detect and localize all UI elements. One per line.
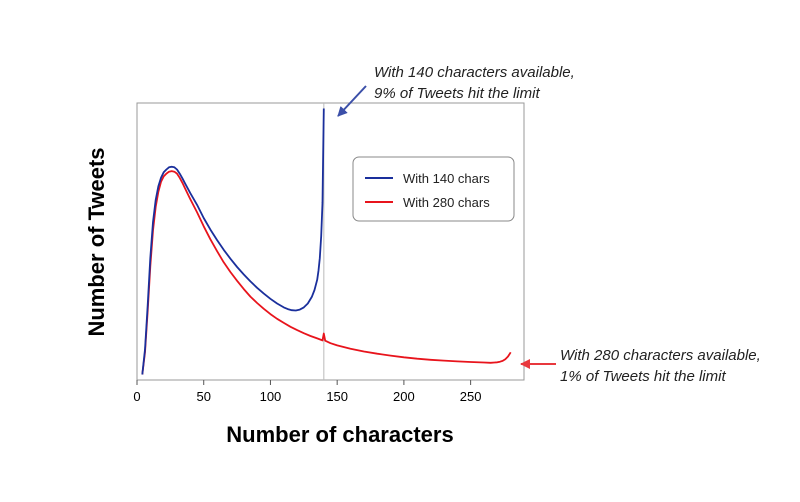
x-tick-label: 50: [196, 389, 210, 404]
y-axis-title: Number of Tweets: [84, 147, 109, 336]
annotation-140-line1: With 140 characters available,: [374, 64, 575, 81]
x-tick-label: 250: [460, 389, 482, 404]
series-line-140: [141, 108, 325, 375]
legend: With 140 chars With 280 chars: [352, 156, 515, 222]
series-line-280: [141, 170, 512, 375]
x-tick-label: 200: [393, 389, 415, 404]
legend-label-280: With 280 chars: [403, 195, 490, 210]
x-tick-label: 150: [326, 389, 348, 404]
x-tick-label: 0: [133, 389, 140, 404]
annotation-280-line1: With 280 characters available,: [560, 347, 761, 364]
x-axis-title: Number of characters: [226, 422, 453, 447]
plot-frame: [136, 102, 525, 381]
series-layer: [141, 108, 512, 375]
annotation-280-line2: 1% of Tweets hit the limit: [560, 368, 726, 385]
x-tick-label: 100: [260, 389, 282, 404]
annotation-280: With 280 characters available, 1% of Twe…: [560, 345, 761, 387]
legend-label-140: With 140 chars: [403, 171, 490, 186]
x-axis-ticks: 0 50 100 150 200 250: [133, 380, 481, 404]
legend-box: [352, 156, 515, 222]
annotation-140-line2: 9% of Tweets hit the limit: [374, 85, 540, 102]
annotation-arrow-140: [337, 85, 367, 117]
annotation-140: With 140 characters available, 9% of Twe…: [374, 62, 575, 104]
